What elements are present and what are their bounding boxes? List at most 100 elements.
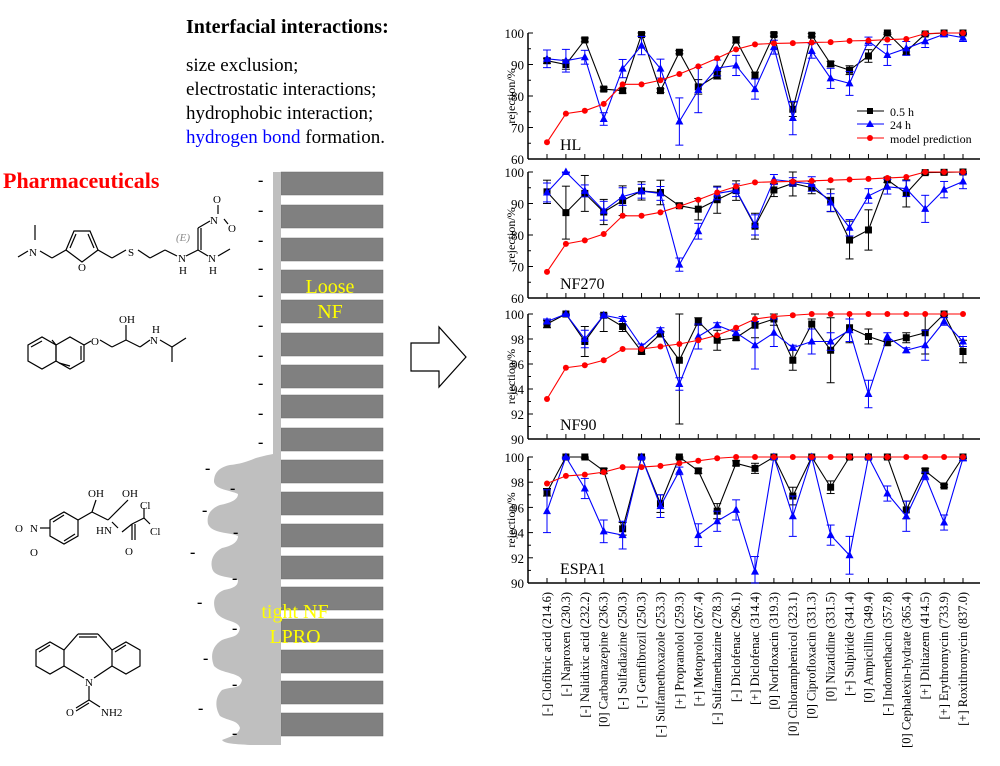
data-point — [960, 311, 966, 317]
panel-label: ESPA1 — [560, 561, 606, 578]
atom-label: H — [209, 265, 217, 277]
data-point — [695, 337, 702, 344]
molecule-ranitidine — [17, 205, 231, 263]
series-line — [546, 454, 964, 572]
data-point — [676, 70, 683, 77]
interfacial-interactions-title: Interfacial interactions: — [186, 16, 389, 38]
data-point — [544, 268, 550, 275]
data-point — [940, 317, 949, 325]
data-point — [959, 348, 967, 355]
data-point — [827, 311, 834, 317]
data-point — [788, 113, 797, 122]
data-point — [902, 184, 911, 192]
x-category-label: [0] Cephalexin-hydrate (365.4) — [899, 592, 913, 748]
negative-charge: - — [258, 232, 263, 249]
data-point — [845, 325, 854, 334]
data-point — [694, 85, 703, 94]
data-point — [921, 340, 930, 349]
tight-nf-label: tight NF — [261, 601, 328, 623]
data-point — [695, 457, 702, 464]
molecule-propranolol — [27, 325, 187, 370]
legend-entry-24h: 24 h — [890, 118, 911, 132]
data-point — [713, 336, 721, 344]
data-point — [600, 100, 607, 107]
mechanism-electrostatic: electrostatic interactions; — [186, 79, 377, 100]
data-point — [618, 530, 627, 539]
data-point — [903, 454, 910, 460]
y-tick-label: 70 — [511, 121, 524, 136]
data-point — [581, 362, 588, 369]
y-tick-label: 90 — [511, 197, 524, 212]
data-point — [960, 454, 966, 460]
y-tick-label: 94 — [511, 382, 525, 397]
lpro-label: LPRO — [269, 626, 320, 648]
negative-charge: - — [258, 347, 263, 364]
data-point — [543, 317, 551, 325]
y-tick-label: 96 — [511, 500, 525, 515]
data-point — [657, 343, 664, 350]
x-category-label: [0] Norfloxacin (319.3) — [767, 592, 781, 710]
data-point — [808, 320, 816, 328]
x-category-label: [+] Propranolol (259.3) — [672, 592, 686, 709]
legend-entry-0-5h: 0.5 h — [890, 105, 914, 119]
data-point — [543, 506, 551, 515]
y-tick-label: 60 — [511, 152, 524, 167]
data-point — [562, 472, 569, 479]
right-arrow-outline — [410, 325, 467, 389]
atom-label: NH2 — [101, 707, 122, 719]
atom-label: O — [213, 194, 221, 206]
y-axis-label: rejection/% — [504, 349, 518, 404]
data-point — [618, 192, 627, 200]
data-point — [808, 454, 815, 460]
data-point — [846, 176, 853, 183]
data-point — [827, 483, 835, 491]
data-point — [543, 187, 551, 196]
negative-charge: - — [190, 544, 195, 561]
data-point — [922, 311, 929, 317]
x-category-label: [0] Carbamazepine (236.3) — [597, 592, 611, 727]
data-point — [788, 343, 797, 351]
data-point — [733, 46, 740, 53]
data-point — [599, 206, 608, 214]
data-point — [826, 198, 835, 206]
series-24-h — [543, 309, 967, 409]
data-point — [883, 332, 892, 340]
support-layer — [280, 171, 384, 737]
data-point — [751, 84, 759, 93]
carbamazepine-atoms: N O NH2 — [66, 677, 122, 719]
y-tick-label: 98 — [511, 332, 524, 347]
x-category-label: [+] Erythromycin (733.9) — [937, 592, 951, 720]
data-point — [903, 174, 910, 181]
hydrogen-bond-highlight: hydrogen bond — [186, 127, 301, 148]
atom-label: N — [210, 215, 218, 227]
legend-marker-circle — [867, 135, 873, 141]
membrane-diagram: N O S N H N H (E) N O O O OH N H — [15, 171, 467, 745]
data-point — [752, 179, 758, 186]
data-point — [562, 209, 570, 217]
series-24-h — [543, 29, 967, 146]
mechanism-hydrogen-bond: hydrogen bond formation. — [186, 126, 385, 150]
x-category-label: [-] Nalidixic acid (232.2) — [578, 592, 592, 718]
data-point — [600, 231, 607, 238]
atom-label: O — [66, 707, 74, 719]
data-point — [619, 212, 626, 219]
y-tick-label: 94 — [511, 526, 525, 541]
data-point — [656, 501, 665, 510]
x-category-label: [+] Diclofenac (314.4) — [748, 592, 762, 705]
x-category-label: [0] Ciprofloxacin (331.3) — [805, 592, 819, 719]
data-point — [883, 29, 891, 37]
data-point — [638, 212, 645, 219]
data-point — [561, 452, 570, 460]
negative-charge: - — [232, 676, 237, 693]
data-point — [713, 63, 722, 71]
data-point — [599, 310, 608, 319]
series-model-prediction — [544, 30, 966, 146]
data-point — [827, 177, 834, 184]
atom-label: Cl — [140, 500, 150, 512]
data-point — [884, 454, 891, 460]
y-tick-label: 80 — [511, 89, 524, 104]
data-point — [675, 379, 684, 387]
data-point — [770, 454, 777, 460]
pharmaceuticals-label: Pharmaceuticals — [3, 168, 160, 193]
data-point — [770, 31, 778, 39]
